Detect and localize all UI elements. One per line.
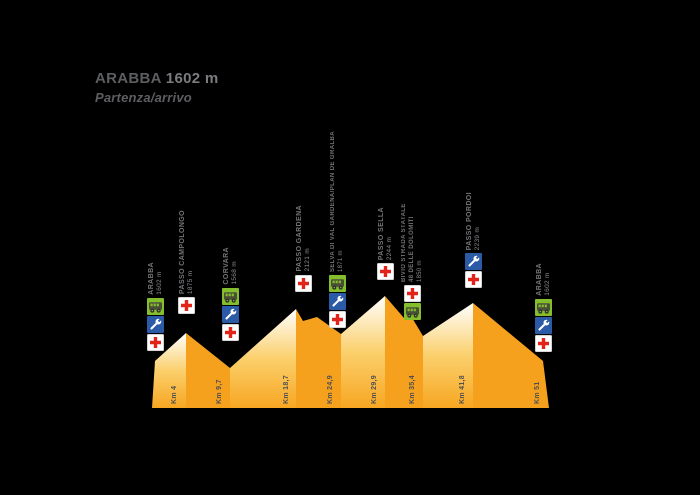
service-icons bbox=[535, 299, 552, 353]
start-finish-title: ARABBA 1602 m bbox=[95, 70, 218, 87]
location-name: PASSO GARDENA bbox=[295, 205, 303, 272]
mechanical-assistance-icon bbox=[329, 293, 346, 310]
segment-ascent-gardena bbox=[230, 309, 296, 408]
service-icons bbox=[178, 297, 195, 315]
service-icons bbox=[329, 275, 346, 329]
location-arabba-finish: ARABBA 1602 m bbox=[533, 263, 553, 353]
medical-assistance-icon bbox=[377, 263, 394, 280]
service-icons bbox=[295, 275, 312, 293]
medical-assistance-icon bbox=[465, 271, 482, 288]
location-label: CORVARA 1568 m bbox=[222, 247, 239, 285]
location-name: PASSO PORDOI bbox=[465, 191, 473, 250]
medical-assistance-icon bbox=[295, 275, 312, 292]
location-altitude: 2239 m bbox=[473, 226, 481, 250]
service-icons bbox=[404, 285, 421, 321]
location-altitude: 2121 m bbox=[303, 248, 311, 272]
segment-ascent-sella bbox=[341, 296, 385, 408]
segment-ascent-campolongo bbox=[152, 333, 186, 408]
location-altitude: 1602 m bbox=[543, 272, 551, 296]
medical-assistance-icon bbox=[329, 311, 346, 328]
location-altitude: 2244 m bbox=[385, 236, 393, 260]
location-corvara: CORVARA 1568 m bbox=[220, 247, 240, 342]
location-label: PASSO GARDENA 2121 m bbox=[295, 205, 312, 272]
medical-assistance-icon bbox=[535, 335, 552, 352]
title-location-name: ARABBA bbox=[95, 70, 162, 87]
km-marker: Km 24,9 bbox=[327, 375, 334, 404]
service-icons bbox=[377, 263, 394, 281]
location-name: PASSO SELLA bbox=[377, 206, 385, 260]
service-icons bbox=[222, 288, 239, 342]
location-arabba-start: ARABBA 1602 m bbox=[145, 262, 165, 352]
shuttle-bus-icon bbox=[404, 303, 421, 320]
km-marker: Km 51 bbox=[534, 381, 541, 404]
segment-descent-arabba bbox=[473, 303, 549, 408]
title-altitude: 1602 m bbox=[165, 70, 219, 87]
location-label: PASSO SELLA 2244 m bbox=[377, 207, 394, 260]
medical-assistance-icon bbox=[147, 334, 164, 351]
mechanical-assistance-icon bbox=[465, 253, 482, 270]
location-altitude: 1602 m bbox=[155, 271, 163, 295]
medical-assistance-icon bbox=[222, 324, 239, 341]
medical-assistance-icon bbox=[404, 285, 421, 302]
location-passo-sella: PASSO SELLA 2244 m bbox=[375, 207, 395, 281]
location-altitude: 1871 m bbox=[338, 250, 344, 272]
location-name: CORVARA bbox=[222, 247, 230, 285]
location-passo-campolongo: PASSO CAMPOLONGO 1875 m bbox=[176, 210, 196, 315]
mechanical-assistance-icon bbox=[222, 306, 239, 323]
location-label: ARABBA 1602 m bbox=[535, 263, 552, 296]
location-altitude: 1875 m bbox=[186, 270, 194, 294]
title-subtitle: Partenza/arrivo bbox=[95, 90, 192, 105]
location-selva-plan-de-gralba: SELVA DI VAL GARDENA/PLAN DE GRALBA 1871… bbox=[327, 131, 347, 329]
km-marker: Km 18,7 bbox=[283, 375, 290, 404]
service-icons bbox=[465, 253, 482, 289]
shuttle-bus-icon bbox=[222, 288, 239, 305]
location-label: BIVIO STRADA STATALE 48 DELLE DOLOMITI 1… bbox=[400, 194, 424, 282]
page-title: ARABBA 1602 m Partenza/arrivo bbox=[95, 70, 218, 105]
location-name: ARABBA bbox=[535, 263, 543, 296]
location-altitude: 1568 m bbox=[230, 261, 238, 285]
km-marker: Km 29,9 bbox=[371, 375, 378, 404]
location-altitude: 1850 m bbox=[417, 260, 423, 282]
km-marker: Km 9,7 bbox=[216, 379, 223, 404]
shuttle-bus-icon bbox=[535, 299, 552, 316]
shuttle-bus-icon bbox=[147, 298, 164, 315]
segment-ascent-pordoi bbox=[423, 303, 473, 408]
location-passo-pordoi: PASSO PORDOI 2239 m bbox=[463, 192, 483, 289]
km-marker: Km 41,8 bbox=[459, 375, 466, 404]
km-marker: Km 4 bbox=[171, 385, 178, 404]
location-bivio-ss48: BIVIO STRADA STATALE 48 DELLE DOLOMITI 1… bbox=[400, 194, 424, 321]
location-label: ARABBA 1602 m bbox=[147, 262, 164, 295]
location-passo-gardena: PASSO GARDENA 2121 m bbox=[293, 205, 313, 293]
location-label: PASSO CAMPOLONGO 1875 m bbox=[178, 210, 195, 294]
location-label: PASSO PORDOI 2239 m bbox=[465, 192, 482, 250]
mechanical-assistance-icon bbox=[147, 316, 164, 333]
location-name: BIVIO STRADA STATALE 48 DELLE DOLOMITI bbox=[401, 203, 415, 282]
segment-descent-plandegralba bbox=[296, 309, 341, 408]
medical-assistance-icon bbox=[178, 297, 195, 314]
location-name: ARABBA bbox=[147, 262, 155, 295]
segment-descent-bivio bbox=[385, 296, 423, 408]
service-icons bbox=[147, 298, 164, 352]
segment-descent-corvara bbox=[186, 333, 230, 408]
mechanical-assistance-icon bbox=[535, 317, 552, 334]
shuttle-bus-icon bbox=[329, 275, 346, 292]
location-label: SELVA DI VAL GARDENA/PLAN DE GRALBA 1871… bbox=[329, 131, 345, 272]
km-marker: Km 35,4 bbox=[409, 375, 416, 404]
location-name: PASSO CAMPOLONGO bbox=[178, 209, 186, 294]
location-name: SELVA DI VAL GARDENA/PLAN DE GRALBA bbox=[330, 130, 336, 272]
